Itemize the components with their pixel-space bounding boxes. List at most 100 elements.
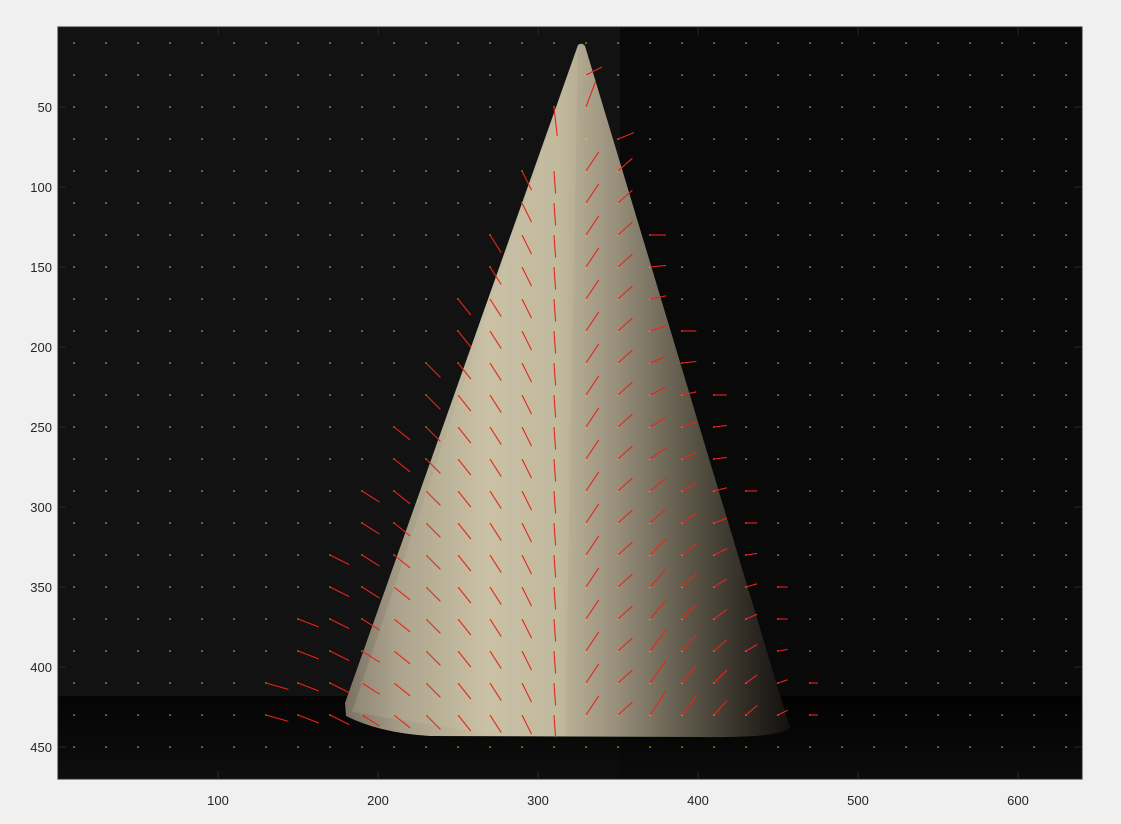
vector-arrow: [649, 599, 667, 620]
grid-point: [617, 42, 619, 44]
grid-point: [457, 170, 459, 172]
grid-point: [1033, 682, 1035, 684]
vector-arrow: [649, 569, 667, 588]
grid-point: [745, 234, 747, 236]
grid-point: [73, 138, 75, 140]
grid-point: [873, 714, 875, 716]
vector-arrow: [617, 637, 633, 652]
vector-arrow: [681, 391, 697, 396]
grid-point: [873, 234, 875, 236]
grid-point: [73, 458, 75, 460]
y-axis: 50 100 150 200 250 300 350 400 450: [30, 100, 1082, 755]
grid-point: [937, 234, 939, 236]
vector-arrow: [553, 330, 557, 354]
grid-point: [1033, 42, 1035, 44]
grid-point: [1001, 426, 1003, 428]
grid-point: [73, 74, 75, 76]
grid-point: [937, 586, 939, 588]
grid-point: [169, 714, 171, 716]
grid-point: [73, 618, 75, 620]
vector-arrow: [585, 343, 600, 364]
grid-point: [73, 330, 75, 332]
grid-point: [137, 650, 139, 652]
grid-point: [233, 298, 235, 300]
grid-point: [105, 586, 107, 588]
vector-arrow: [585, 471, 600, 492]
grid-point: [265, 330, 267, 332]
grid-point: [169, 458, 171, 460]
grid-point: [393, 362, 395, 364]
grid-point: [297, 298, 299, 300]
grid-point: [393, 266, 395, 268]
grid-point: [457, 746, 459, 748]
grid-point: [969, 74, 971, 76]
vector-arrow: [649, 325, 667, 332]
vector-arrow: [585, 695, 600, 716]
vector-arrow: [617, 573, 633, 588]
vector-arrow: [585, 663, 600, 684]
grid-point: [713, 234, 715, 236]
vector-arrow: [489, 394, 502, 413]
grid-point: [777, 202, 779, 204]
grid-point: [169, 394, 171, 396]
grid-point: [873, 490, 875, 492]
grid-point: [905, 746, 907, 748]
vector-arrow: [521, 298, 533, 319]
grid-point: [681, 650, 683, 652]
grid-point: [233, 522, 235, 524]
grid-point: [585, 618, 587, 620]
grid-point: [393, 202, 395, 204]
grid-point: [1065, 170, 1067, 172]
grid-point: [873, 298, 875, 300]
grid-point: [137, 394, 139, 396]
grid-point: [233, 202, 235, 204]
grid-point: [297, 522, 299, 524]
vector-arrow: [681, 604, 697, 620]
vector-arrow: [489, 714, 502, 733]
grid-point: [169, 522, 171, 524]
vector-arrow: [649, 690, 667, 716]
grid-point: [809, 170, 811, 172]
grid-point: [841, 554, 843, 556]
grid-point: [361, 298, 363, 300]
grid-point: [1001, 362, 1003, 364]
vector-arrow: [425, 586, 441, 602]
vector-arrow: [681, 482, 697, 492]
vector-arrow: [553, 522, 557, 546]
grid-point: [105, 426, 107, 428]
grid-point: [937, 618, 939, 620]
vector-arrow: [329, 650, 350, 662]
grid-point: [937, 490, 939, 492]
grid-point: [169, 42, 171, 44]
grid-point: [585, 426, 587, 428]
grid-point: [937, 522, 939, 524]
grid-point: [713, 714, 715, 716]
grid-point: [969, 458, 971, 460]
grid-point: [137, 746, 139, 748]
grid-point: [905, 42, 907, 44]
grid-point: [809, 522, 811, 524]
grid-point: [329, 74, 331, 76]
grid-point: [1033, 714, 1035, 716]
grid-point: [457, 266, 459, 268]
grid-point: [809, 266, 811, 268]
grid-point: [809, 298, 811, 300]
grid-point: [73, 170, 75, 172]
grid-point: [841, 522, 843, 524]
vector-arrow: [265, 714, 289, 722]
grid-point: [1065, 458, 1067, 460]
grid-point: [329, 458, 331, 460]
grid-point: [137, 106, 139, 108]
grid-point: [169, 298, 171, 300]
grid-point: [425, 746, 427, 748]
grid-point: [201, 650, 203, 652]
vector-arrow: [489, 682, 502, 701]
grid-point: [777, 522, 779, 524]
grid-point: [969, 714, 971, 716]
vector-arrow: [297, 714, 319, 724]
grid-point: [297, 426, 299, 428]
grid-point: [713, 266, 715, 268]
grid-point: [169, 650, 171, 652]
vector-arrow: [457, 458, 472, 476]
grid-point: [169, 426, 171, 428]
